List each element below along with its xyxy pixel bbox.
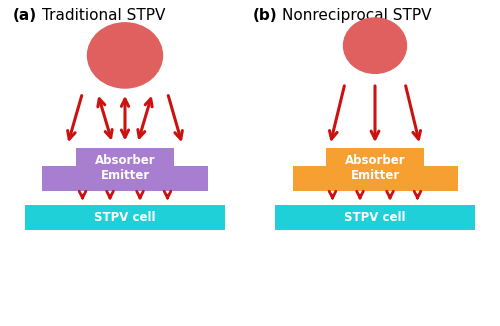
- Text: (b): (b): [252, 8, 277, 23]
- Ellipse shape: [88, 23, 162, 88]
- Text: (a): (a): [12, 8, 36, 23]
- Bar: [76, 148, 174, 166]
- Bar: [275, 205, 475, 230]
- Text: Nonreciprocal STPV: Nonreciprocal STPV: [282, 8, 432, 23]
- Bar: [42, 166, 207, 191]
- Text: Absorber
Emitter: Absorber Emitter: [94, 154, 156, 182]
- Bar: [326, 148, 424, 166]
- Text: Traditional STPV: Traditional STPV: [42, 8, 166, 23]
- Ellipse shape: [344, 18, 406, 73]
- Bar: [292, 166, 458, 191]
- Text: STPV cell: STPV cell: [344, 211, 406, 224]
- Bar: [25, 205, 225, 230]
- Text: STPV cell: STPV cell: [94, 211, 156, 224]
- Text: Absorber
Emitter: Absorber Emitter: [344, 154, 406, 182]
